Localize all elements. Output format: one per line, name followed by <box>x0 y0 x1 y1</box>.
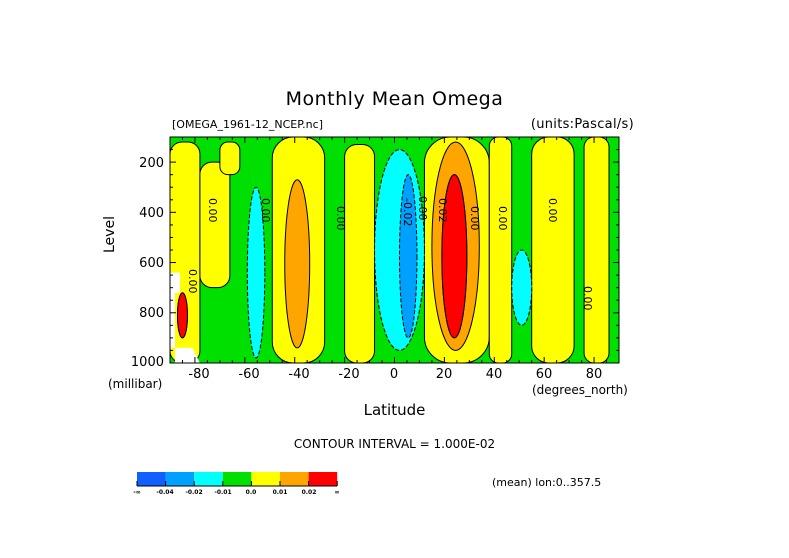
y-tick-label: 1000 <box>130 355 164 370</box>
mean-note: (mean) lon:0..357.5 <box>492 476 602 489</box>
contour-fill-region <box>284 179 311 349</box>
contour-label: 0.00 <box>580 286 594 311</box>
x-tick-label: 60 <box>535 367 553 382</box>
legend-label: -0.02 <box>185 489 203 496</box>
contour-label: 0.00 <box>495 205 509 231</box>
x-tick-label: -60 <box>238 367 260 382</box>
contour-fill-region <box>246 186 266 359</box>
y-tick-label: 800 <box>139 306 164 321</box>
contour-fill-region <box>511 249 533 326</box>
x-tick-label: -40 <box>288 367 310 382</box>
y-tick-label: 600 <box>139 256 164 271</box>
contour-fill-yellow <box>488 137 513 363</box>
contour-fill-yellow <box>344 144 376 363</box>
legend-swatch <box>280 472 309 486</box>
x-tick-label: 20 <box>435 367 453 382</box>
y-tick-label: 200 <box>139 156 164 171</box>
y-tick-label: 400 <box>139 206 164 221</box>
contour-fill-region <box>176 292 188 339</box>
y-axis-label: Level <box>102 216 118 253</box>
legend-swatch <box>137 472 166 486</box>
legend-label: -∞ <box>133 489 141 496</box>
contour-label: 0.00 <box>415 195 429 221</box>
units-label: (units:Pascal/s) <box>530 117 634 132</box>
dataset-label: [OMEGA_1961-12_NCEP.nc] <box>172 118 323 131</box>
x-tick-label: 0 <box>389 367 399 382</box>
contour-label: 0.00 <box>206 198 220 223</box>
legend-swatch <box>308 472 338 486</box>
legend-swatch <box>251 472 280 486</box>
x-tick-label: 80 <box>585 367 603 382</box>
contour-label: 0.02 <box>435 198 449 223</box>
contour-label: 0.00 <box>258 198 272 223</box>
x-tick-label: 40 <box>485 367 503 382</box>
x-tick-label: -80 <box>188 367 210 382</box>
contour-label: 0.00 <box>468 205 482 231</box>
contour-fill-region <box>441 174 468 339</box>
legend-label: 0.02 <box>301 489 317 496</box>
x-units: (degrees_north) <box>532 383 628 397</box>
plot-frame <box>169 136 620 364</box>
contour-label: 0.00 <box>186 268 200 294</box>
legend-label: -0.04 <box>156 489 174 496</box>
contour-fill-yellow <box>583 137 610 363</box>
legend-label: 0.0 <box>245 489 257 496</box>
x-tick-label: -20 <box>338 367 360 382</box>
contour-label: 0.00 <box>333 205 347 231</box>
contour-label: -0.02 <box>400 198 414 227</box>
contour-interval: CONTOUR INTERVAL = 1.000E-02 <box>293 437 496 451</box>
legend-swatch <box>194 472 223 486</box>
contour-fill-yellow <box>199 161 231 289</box>
contour-fill-yellow <box>219 141 241 176</box>
legend-label: -0.01 <box>214 489 232 496</box>
legend-swatch <box>222 472 252 486</box>
contour-fill-yellow <box>531 137 575 363</box>
legend-swatch <box>165 472 195 486</box>
y-units: (millibar) <box>108 377 163 391</box>
legend-label: ∞ <box>334 489 340 496</box>
chart-title: Monthly Mean Omega <box>285 88 504 110</box>
contour-label: 0.00 <box>545 198 559 223</box>
contour-fill-region <box>398 174 418 339</box>
legend-label: 0.01 <box>272 489 288 496</box>
missing-data-region <box>170 272 200 363</box>
x-axis-label: Latitude <box>363 401 426 419</box>
